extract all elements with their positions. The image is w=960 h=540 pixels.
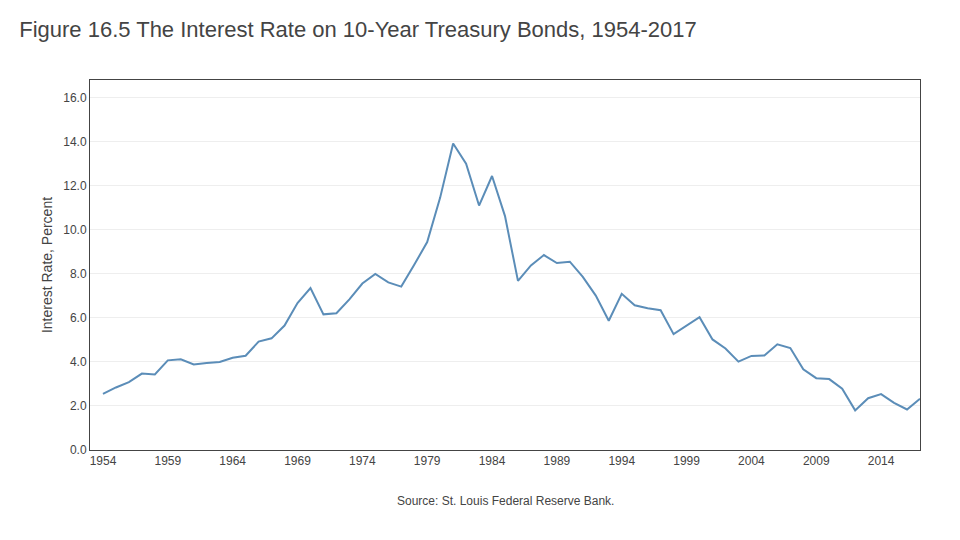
svg-text:1994: 1994	[608, 454, 635, 468]
svg-text:1999: 1999	[673, 454, 700, 468]
svg-text:0.0: 0.0	[70, 443, 87, 457]
svg-text:8.0: 8.0	[70, 267, 87, 281]
svg-text:6.0: 6.0	[70, 311, 87, 325]
svg-text:1979: 1979	[414, 454, 441, 468]
svg-text:1964: 1964	[219, 454, 246, 468]
svg-text:1984: 1984	[479, 454, 506, 468]
svg-text:2009: 2009	[803, 454, 830, 468]
svg-text:4.0: 4.0	[70, 355, 87, 369]
svg-text:Source: St. Louis Federal Rese: Source: St. Louis Federal Reserve Bank.	[397, 494, 614, 508]
svg-text:10.0: 10.0	[63, 223, 87, 237]
svg-text:Figure 16.5 The Interest Rate: Figure 16.5 The Interest Rate on 10-Year…	[19, 17, 697, 42]
svg-text:2.0: 2.0	[70, 399, 87, 413]
svg-text:12.0: 12.0	[63, 179, 87, 193]
svg-text:14.0: 14.0	[63, 135, 87, 149]
svg-text:1954: 1954	[90, 454, 117, 468]
svg-text:1989: 1989	[544, 454, 571, 468]
svg-text:1974: 1974	[349, 454, 376, 468]
svg-text:2014: 2014	[868, 454, 895, 468]
svg-text:2004: 2004	[738, 454, 765, 468]
svg-text:16.0: 16.0	[63, 91, 87, 105]
svg-text:1959: 1959	[154, 454, 181, 468]
svg-text:Interest Rate, Percent: Interest Rate, Percent	[39, 197, 55, 333]
svg-text:1969: 1969	[284, 454, 311, 468]
